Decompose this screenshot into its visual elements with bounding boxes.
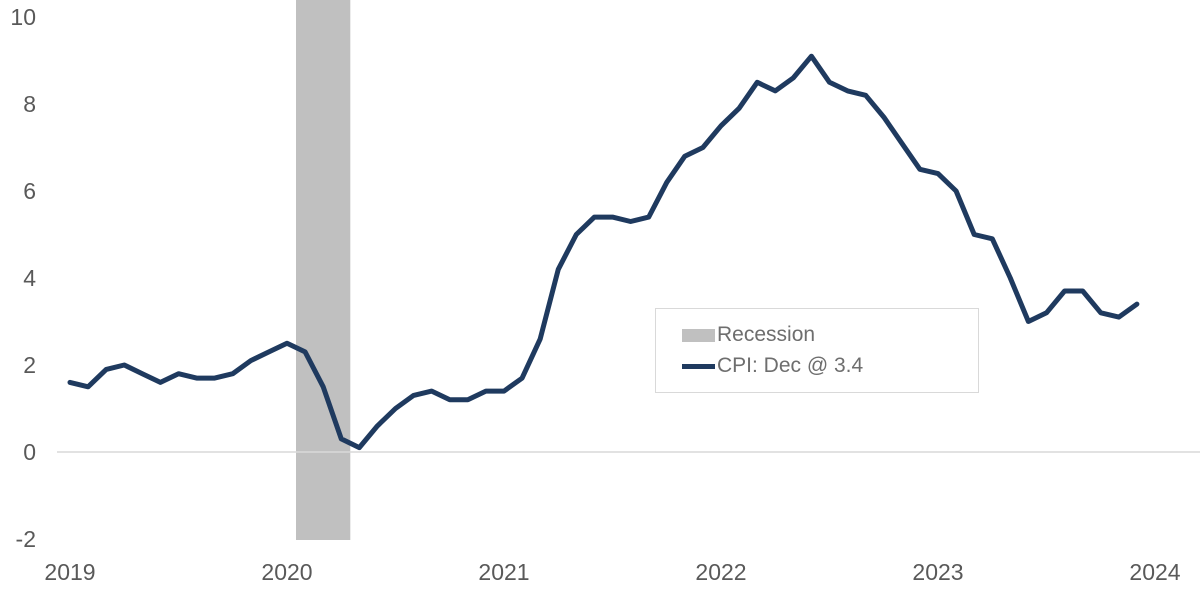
y-tick-label-2: 2	[23, 352, 36, 378]
legend-label-cpi: CPI: Dec @ 3.4	[717, 354, 864, 377]
recession-swatch	[682, 328, 715, 342]
y-tick-label-8: 8	[23, 91, 36, 117]
cpi-line-swatch	[682, 363, 715, 369]
y-tick-label--2: -2	[15, 526, 36, 552]
x-tick-label-2022: 2022	[695, 559, 747, 585]
y-tick-label-6: 6	[23, 178, 36, 204]
cpi-line-series	[67, 53, 1140, 451]
y-tick-label-0: 0	[23, 439, 36, 465]
x-tick-label-2024: 2024	[1129, 559, 1181, 585]
legend: Recession CPI: Dec @ 3.4	[655, 308, 979, 393]
y-tick-label-4: 4	[23, 265, 36, 291]
x-tick-label-2021: 2021	[478, 559, 530, 585]
x-tick-label-2023: 2023	[912, 559, 964, 585]
y-tick-label-10: 10	[10, 4, 36, 30]
legend-label-recession: Recession	[717, 323, 816, 346]
legend-item-cpi: CPI: Dec @ 3.4	[682, 354, 978, 378]
x-tick-label-2019: 2019	[44, 559, 96, 585]
recession-band	[296, 0, 351, 540]
x-tick-label-2020: 2020	[261, 559, 313, 585]
legend-item-recession: Recession	[682, 323, 978, 347]
